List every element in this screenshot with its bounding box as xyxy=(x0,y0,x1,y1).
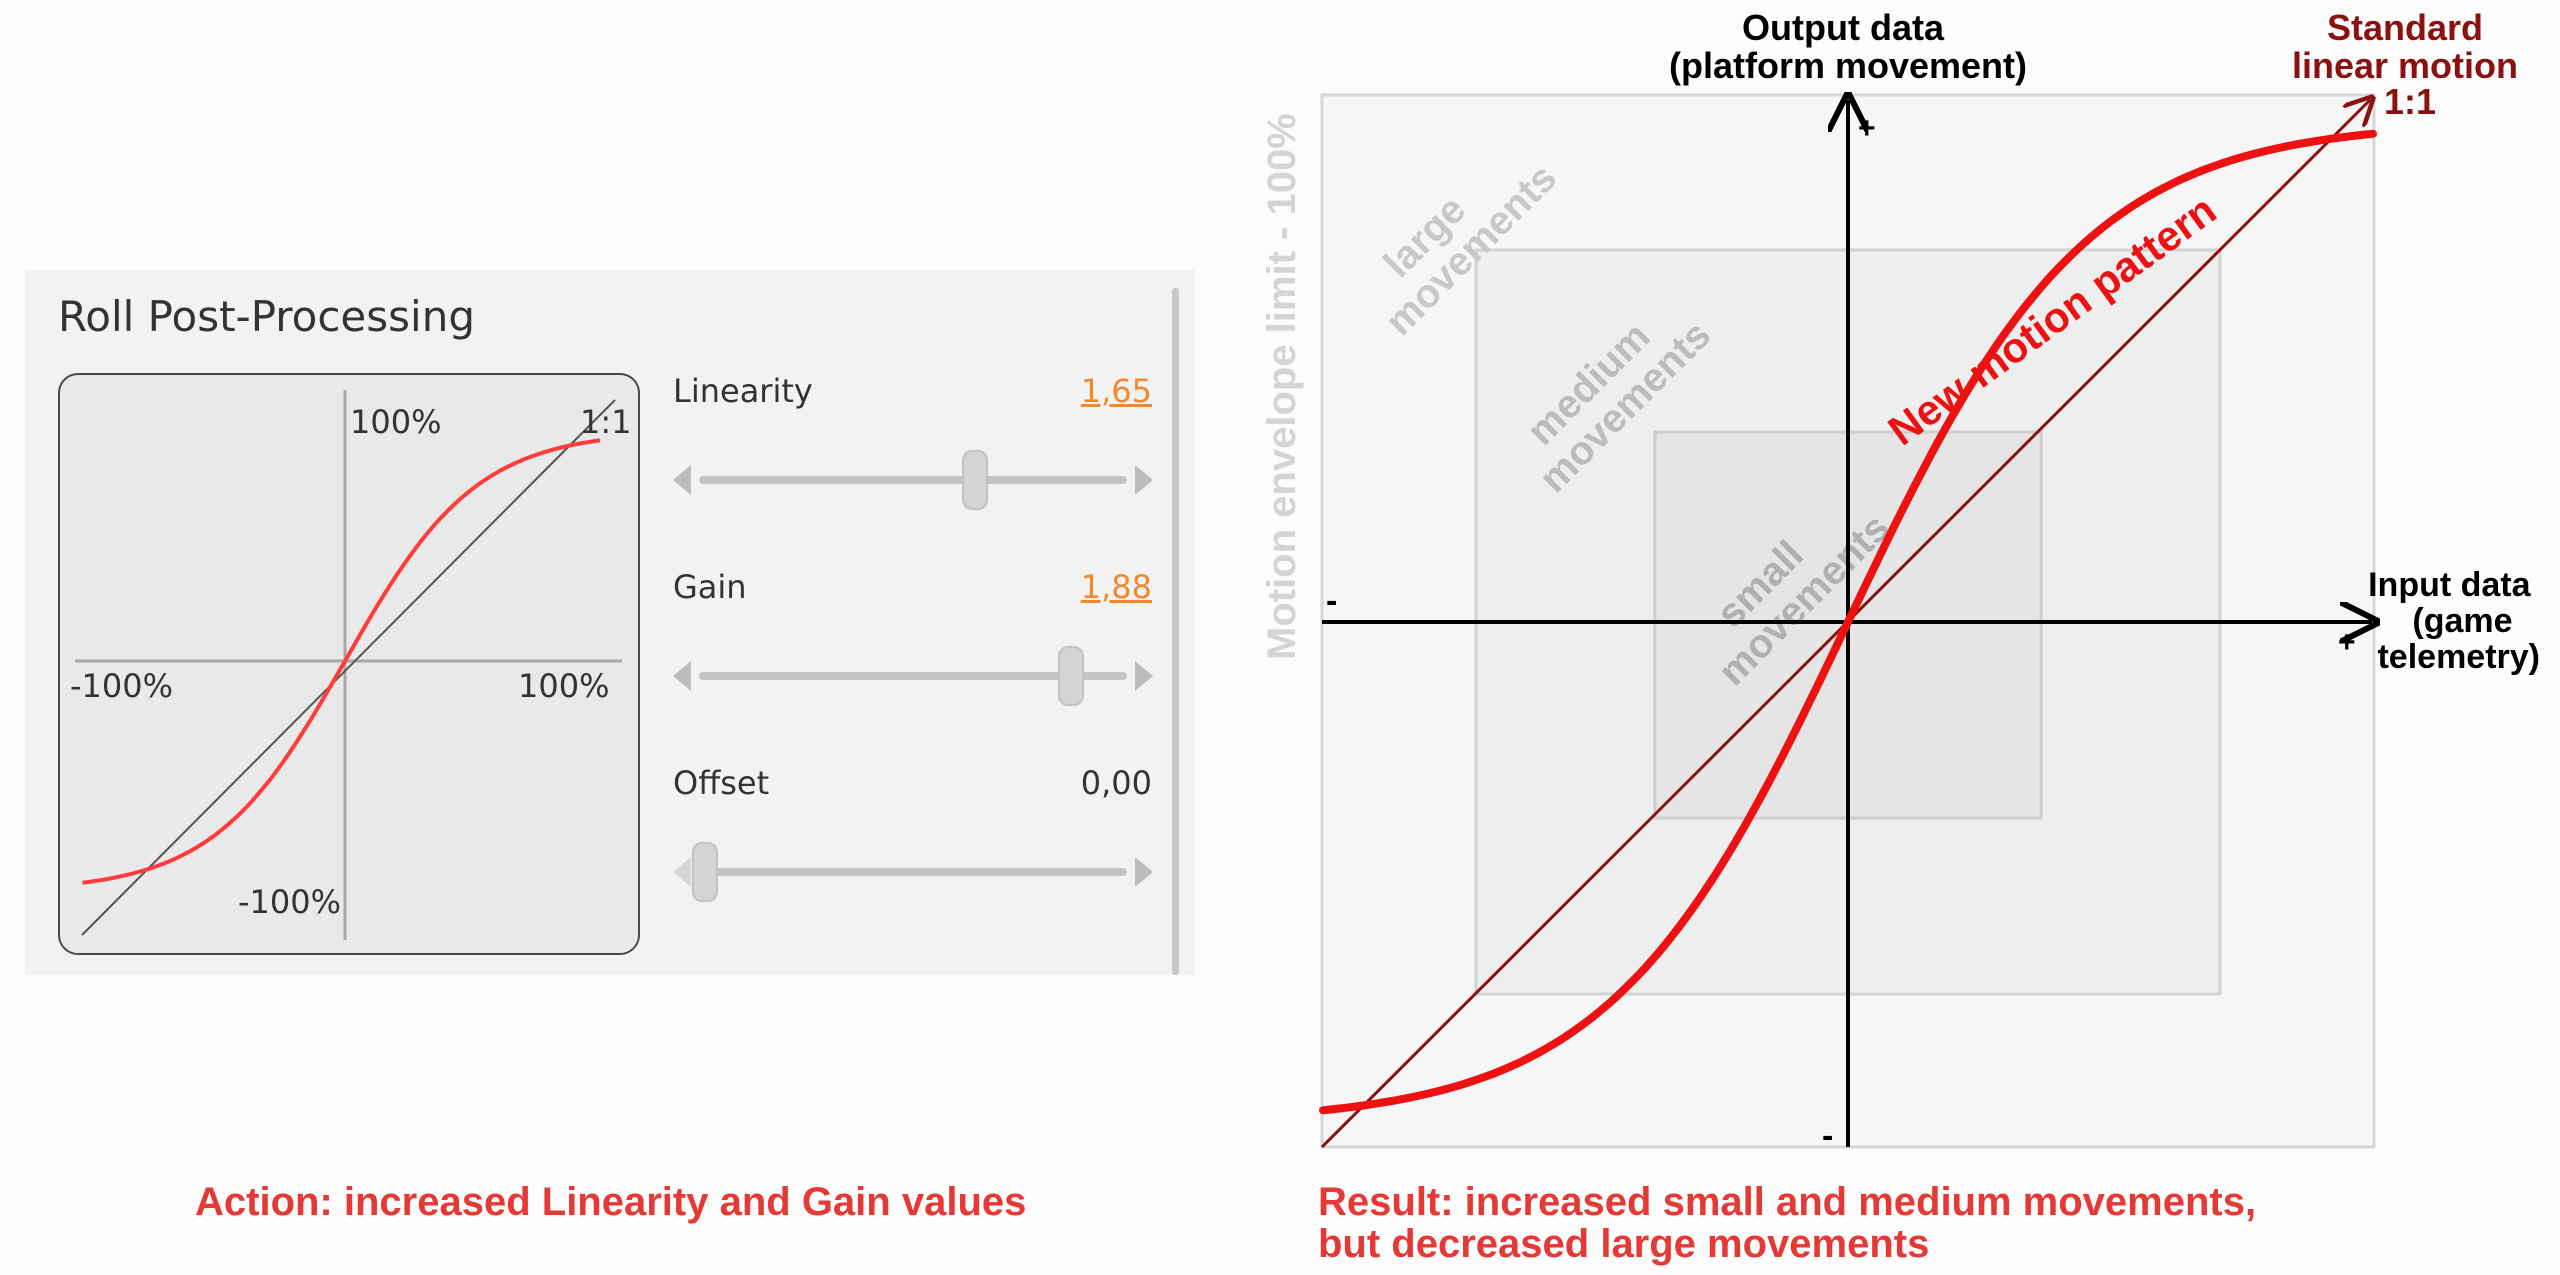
gain-increase-arrow-icon[interactable] xyxy=(1135,661,1153,691)
panel-scrollbar[interactable] xyxy=(1172,288,1179,975)
preview-label-top: 100% xyxy=(350,403,442,441)
result-caption-line1: Result: increased small and medium movem… xyxy=(1318,1180,2257,1224)
new-motion-curve xyxy=(1319,129,2377,1115)
offset-slider[interactable] xyxy=(673,842,1153,902)
preview-label-one-to-one: 1:1 xyxy=(580,403,632,441)
linearity-label: Linearity xyxy=(673,372,813,410)
offset-increase-arrow-icon[interactable] xyxy=(1135,857,1153,887)
preview-label-bottom: -100% xyxy=(238,883,342,921)
curve-preview: 100% 1:1 -100% 100% -100% xyxy=(58,373,640,955)
input-axis-minus: - xyxy=(1326,582,1337,620)
gain-slider-thumb[interactable] xyxy=(1058,646,1085,706)
preview-linear-line xyxy=(81,399,616,936)
offset-slider-thumb[interactable] xyxy=(692,842,718,902)
envelope-limit-label: Motion envelope limit - 100% xyxy=(1260,113,1304,660)
output-axis-plus: + xyxy=(1858,112,1876,145)
gain-slider[interactable] xyxy=(673,646,1153,706)
linearity-slider-thumb[interactable] xyxy=(962,450,989,510)
gain-decrease-arrow-icon[interactable] xyxy=(673,661,691,691)
action-caption: Action: increased Linearity and Gain val… xyxy=(195,1180,1027,1224)
preview-label-left: -100% xyxy=(70,667,174,705)
linearity-slider-track[interactable] xyxy=(699,476,1127,484)
linearity-decrease-arrow-icon[interactable] xyxy=(673,465,691,495)
roll-post-processing-panel: Roll Post-Processing 100% 1:1 -100% 100%… xyxy=(25,270,1195,975)
offset-slider-track[interactable] xyxy=(699,868,1127,876)
linearity-slider[interactable] xyxy=(673,450,1153,510)
input-axis-title: Input data (game telemetry) xyxy=(2368,566,2540,676)
gain-slider-track[interactable] xyxy=(699,672,1127,680)
gain-label: Gain xyxy=(673,568,747,606)
output-axis-minus: - xyxy=(1822,1117,1833,1155)
result-caption-line2: but decreased large movements xyxy=(1318,1222,1930,1266)
preview-response-curve xyxy=(82,438,601,885)
linear-motion-label: Standard linear motion 1:1 xyxy=(2292,7,2528,122)
linearity-value[interactable]: 1,65 xyxy=(1080,372,1152,410)
input-axis-plus: + xyxy=(2338,626,2356,659)
output-axis-title: Output data (platform movement) xyxy=(1669,7,2027,86)
offset-label: Offset xyxy=(673,764,770,802)
offset-value: 0,00 xyxy=(1080,764,1152,802)
gain-value[interactable]: 1,88 xyxy=(1080,568,1152,606)
linearity-increase-arrow-icon[interactable] xyxy=(1135,465,1153,495)
panel-title: Roll Post-Processing xyxy=(58,292,475,341)
preview-label-right: 100% xyxy=(518,667,610,705)
offset-decrease-arrow-icon[interactable] xyxy=(673,857,691,887)
curve-preview-graph xyxy=(75,390,622,940)
